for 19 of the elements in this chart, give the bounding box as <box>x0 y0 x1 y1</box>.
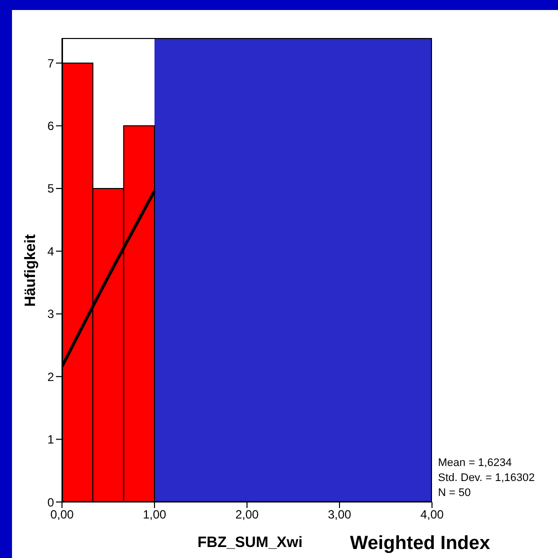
text: Std. Dev. = 1,16302 <box>438 471 535 486</box>
x-axis-title: FBZ_SUM_Xwi <box>196 534 304 551</box>
x-tick-label: 3,00 <box>328 508 352 522</box>
y-tick-label: 7 <box>47 56 54 70</box>
y-tick-label: 5 <box>47 182 54 196</box>
x-tick-label: 4,00 <box>420 508 444 522</box>
y-tick-label: 1 <box>47 432 54 447</box>
y-axis-title: Häufigkeit <box>22 234 39 306</box>
y-tick-label: 6 <box>47 119 54 134</box>
x-tick-label: 1,00 <box>142 508 166 522</box>
y-tick-label: 0 <box>47 495 54 510</box>
y-tick-label: 3 <box>47 307 54 322</box>
text: Mean = 1,6234 <box>438 456 513 471</box>
x-tick-label: 2,00 <box>235 508 259 522</box>
x-tick-label: 0,00 <box>50 508 74 522</box>
y-tick-label: 2 <box>47 370 54 384</box>
y-tick-label: 4 <box>47 244 54 258</box>
text: Weighted Index <box>350 533 490 555</box>
text: N = 50 <box>438 486 472 501</box>
